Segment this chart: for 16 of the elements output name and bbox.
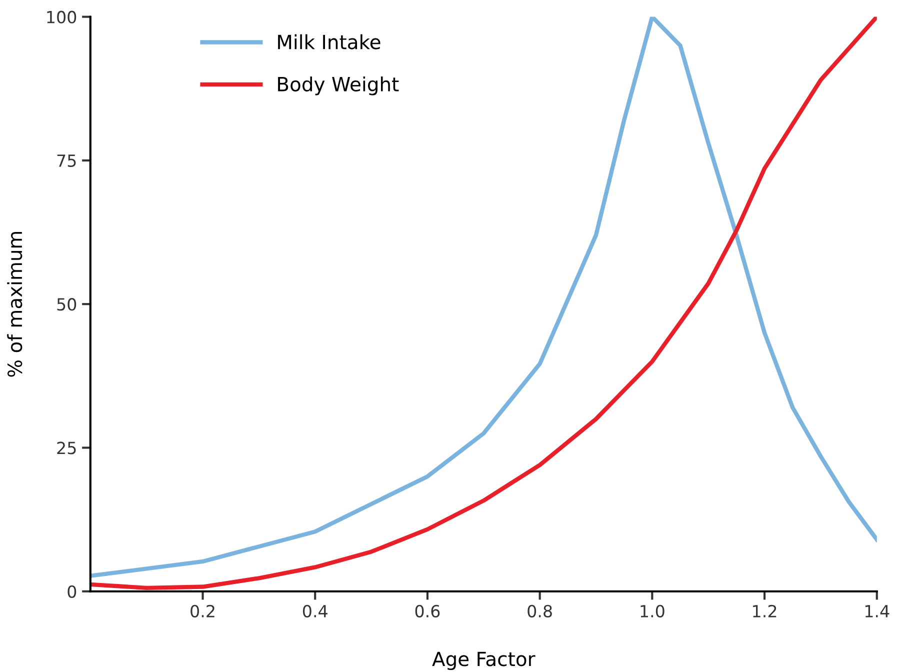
x-tick-label: 1.4	[865, 605, 890, 618]
y-tick-label: 75	[57, 154, 76, 168]
x-tick-label: 1.2	[753, 604, 776, 618]
x-tick-label: 1.0	[640, 604, 664, 618]
x-tick-label: 0.4	[302, 604, 328, 618]
legend-label: Body Weight	[278, 76, 399, 96]
x-tick-label: 0.8	[528, 604, 552, 618]
x-tick-label: 0.6	[415, 604, 440, 618]
y-tick-label: 0	[68, 585, 76, 598]
y-tick-label: 25	[57, 442, 76, 454]
x-tick-label: 0.2	[190, 604, 214, 618]
legend-label: Milk Intake	[278, 34, 380, 50]
y-tick-label: 100	[47, 10, 76, 24]
y-tick-label: 50	[57, 298, 76, 311]
y-axis-title: % of maximum	[7, 232, 22, 377]
x-axis-title: Age Factor	[432, 652, 536, 670]
